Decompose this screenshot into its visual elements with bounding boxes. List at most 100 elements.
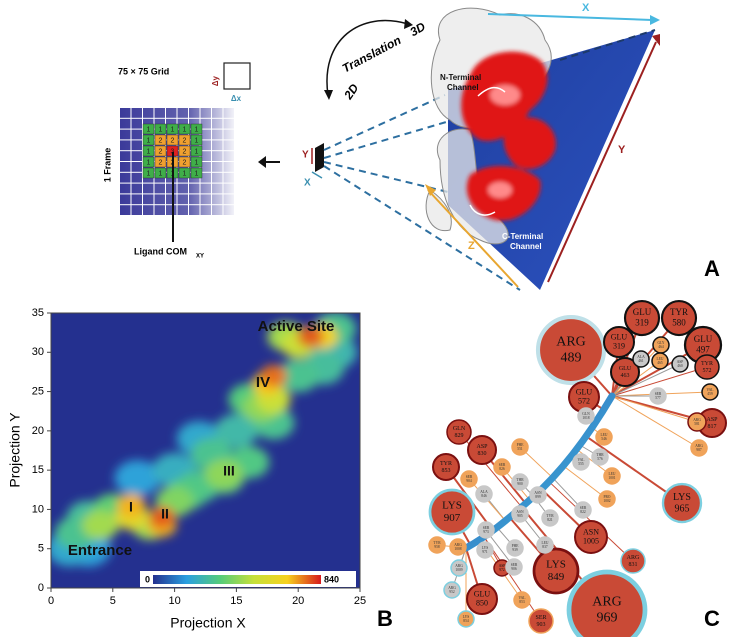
residue-name: LEU bbox=[601, 433, 608, 437]
small-x: X bbox=[304, 178, 311, 189]
density-cell bbox=[277, 359, 320, 393]
residue-node bbox=[529, 486, 547, 504]
residue-node bbox=[450, 559, 468, 577]
panel-label: C bbox=[704, 606, 720, 631]
cell-value: 1 bbox=[159, 126, 163, 133]
translation-arc bbox=[326, 19, 409, 96]
residue-name: LYS bbox=[442, 499, 462, 511]
cell-value: 1 bbox=[195, 126, 199, 133]
density-cell bbox=[205, 459, 244, 490]
density-cell bbox=[117, 493, 146, 518]
cell-value: 1 bbox=[171, 126, 175, 133]
cell-value: 1 bbox=[183, 126, 187, 133]
residue-name: ARG bbox=[627, 555, 640, 561]
residue-number: 987 bbox=[696, 448, 702, 452]
density-cell bbox=[149, 506, 176, 528]
colorbar-label: 0 bbox=[145, 574, 150, 584]
panel-c: ARG489GLU319TYR580GLU497GLU319GLU463TYR5… bbox=[428, 299, 727, 637]
projection-lines bbox=[323, 94, 521, 291]
residue-number: 972 bbox=[499, 568, 505, 572]
residue-node bbox=[493, 458, 511, 476]
cell-value: 2 bbox=[159, 137, 163, 144]
residue-name: LYS bbox=[673, 492, 691, 503]
residue-node bbox=[603, 467, 621, 485]
panel-a: 1111112221123211222111111 75 × 75 Grid Δ… bbox=[102, 2, 720, 291]
density-cell bbox=[114, 460, 161, 496]
cell-value: 1 bbox=[195, 137, 199, 144]
residue-name: VAL bbox=[519, 596, 526, 600]
residue-node bbox=[467, 435, 497, 465]
residue-node bbox=[536, 536, 554, 554]
residue-number: 464 bbox=[658, 345, 664, 349]
panel-label: A bbox=[704, 256, 720, 281]
delta-x: Δx bbox=[231, 94, 242, 103]
residue-number: 903 bbox=[537, 622, 546, 628]
ligand-label: Ligand COM bbox=[134, 246, 187, 256]
residue-node bbox=[632, 350, 650, 368]
residue-name: ASN bbox=[516, 510, 524, 514]
cell-value: 1 bbox=[147, 170, 151, 177]
residue-number: 906 bbox=[511, 567, 517, 571]
plane-dash bbox=[559, 29, 656, 61]
x-arrowhead bbox=[650, 15, 660, 25]
residue-number: 576 bbox=[597, 457, 603, 461]
residue-name: SER bbox=[580, 506, 587, 510]
residue-number: 905 bbox=[517, 514, 523, 518]
annotation: Entrance bbox=[68, 542, 132, 559]
residue-name: SER bbox=[466, 475, 473, 479]
residue-name: VAL bbox=[707, 388, 714, 392]
residue-number: 849 bbox=[548, 571, 565, 583]
grid-cell bbox=[154, 134, 167, 146]
residue-node bbox=[598, 490, 616, 508]
cell-value: 1 bbox=[159, 170, 163, 177]
residue-number: 572 bbox=[703, 368, 712, 374]
residue-number: 461 bbox=[638, 359, 644, 363]
residue-name: SER bbox=[511, 563, 518, 567]
grid-cell bbox=[190, 145, 203, 157]
n-channel: Channel bbox=[447, 83, 479, 92]
z-arrow bbox=[427, 189, 519, 288]
grid-cell bbox=[178, 123, 191, 135]
residue-number: 971 bbox=[482, 550, 488, 554]
residue-node bbox=[574, 501, 592, 519]
residue-node bbox=[541, 509, 559, 527]
residue-node bbox=[535, 314, 607, 386]
residue-number: 939 bbox=[512, 548, 518, 552]
residue-name: GLN bbox=[453, 426, 466, 432]
residue-node bbox=[511, 473, 529, 491]
projection bbox=[315, 143, 324, 172]
residue-name: PHE bbox=[517, 443, 525, 447]
cell-value: 1 bbox=[195, 148, 199, 155]
residue-node bbox=[566, 569, 648, 637]
grid-cell bbox=[190, 123, 203, 135]
x-tick-label: 0 bbox=[48, 595, 54, 607]
residue-number: 900 bbox=[517, 482, 523, 486]
residue-number: 1009 bbox=[455, 568, 462, 572]
density-blobs bbox=[461, 51, 556, 221]
residue-number: 581 bbox=[694, 422, 700, 426]
grid-cell bbox=[190, 156, 203, 168]
colorbar-label: 840 bbox=[324, 574, 339, 584]
residue-name: ARG bbox=[448, 586, 456, 590]
branch bbox=[611, 395, 700, 449]
residue-name: LYS bbox=[463, 615, 469, 619]
grid-cell bbox=[154, 167, 167, 179]
residue-node bbox=[603, 326, 635, 358]
residue-number: 551 bbox=[517, 447, 523, 451]
cell-value: 1 bbox=[147, 137, 151, 144]
residue-name: GLU bbox=[619, 366, 632, 372]
residue-number: 829 bbox=[455, 433, 464, 439]
residue-node bbox=[574, 520, 608, 554]
residue-node bbox=[610, 357, 640, 387]
cell-value: 2 bbox=[183, 148, 187, 155]
density-cell bbox=[81, 510, 119, 540]
residue-number: 580 bbox=[672, 317, 686, 327]
residue-node bbox=[446, 419, 472, 445]
residue-name: LEU bbox=[657, 357, 664, 361]
panel-label: B bbox=[377, 606, 393, 631]
residue-name: LYS bbox=[482, 546, 488, 550]
residue-name: ASN bbox=[534, 491, 542, 495]
branch bbox=[611, 366, 708, 397]
residue-name: TYR bbox=[670, 307, 688, 317]
